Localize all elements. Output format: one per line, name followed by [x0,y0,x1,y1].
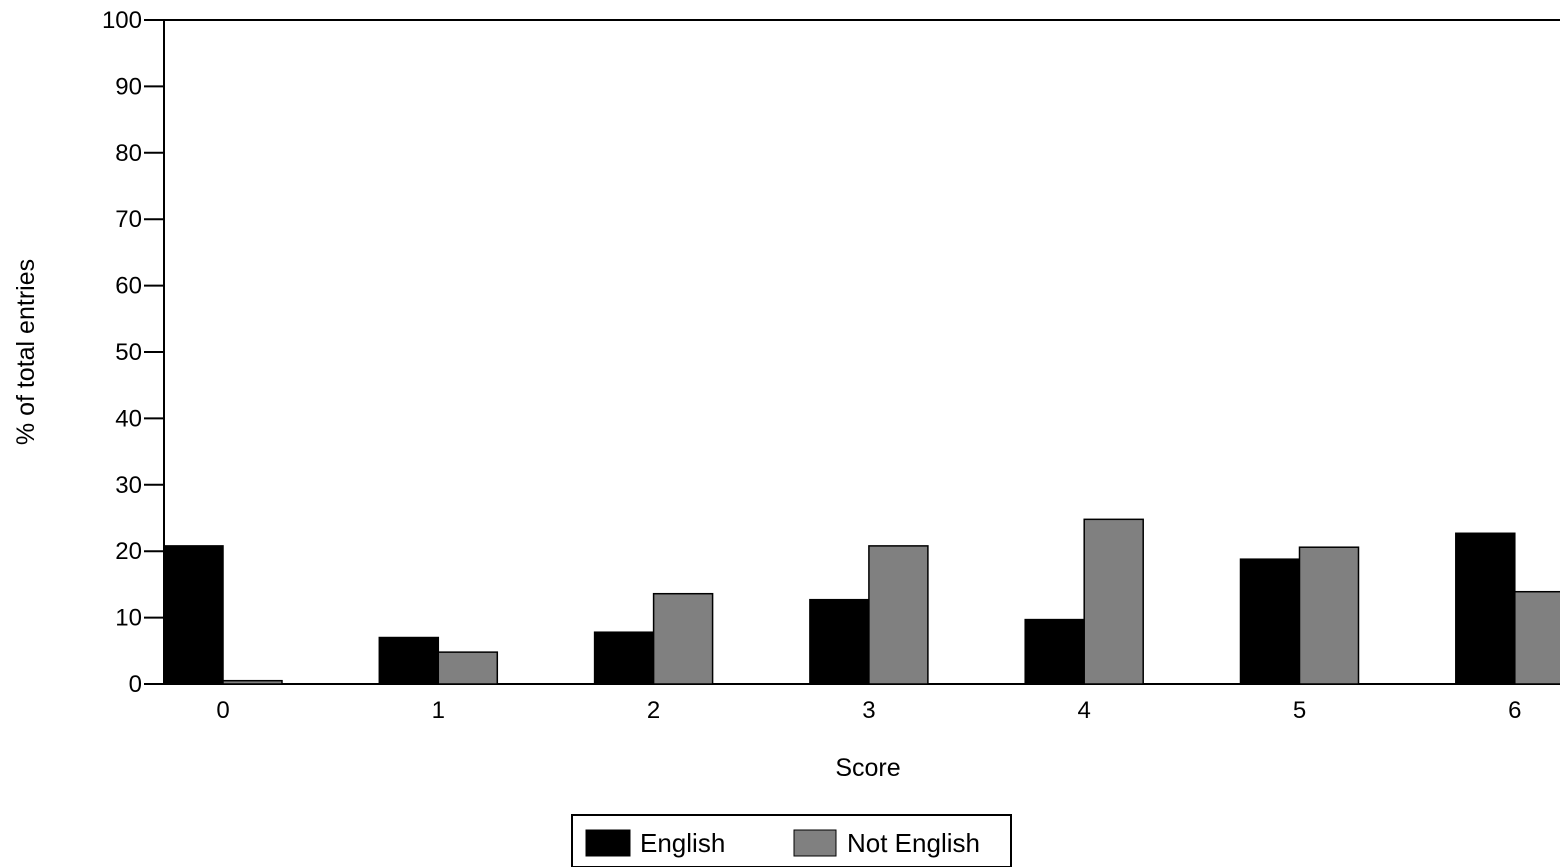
bars [163,518,1560,685]
x-axis: 0 1 2 3 4 5 6 [216,697,1521,724]
bar-english-2 [593,631,655,685]
bar-english-4 [1024,618,1085,685]
bar-english-5 [1239,558,1301,685]
legend-swatch-english [585,829,631,857]
bar-english-1 [378,636,440,685]
x-axis-title: Score [835,754,900,782]
bar-not-english-3 [868,545,929,685]
y-tick-label-10: 10 [115,605,142,632]
y-tick-label-40: 40 [115,405,142,432]
x-tick-label-2: 2 [647,697,660,724]
y-tick-label-50: 50 [115,339,142,366]
bar-english-3 [809,598,870,685]
bar-english-6 [1455,532,1516,685]
x-tick-label-6: 6 [1508,697,1521,724]
y-tick-label-60: 60 [115,273,142,300]
legend-box [571,814,1012,867]
x-tick-label-5: 5 [1293,697,1306,724]
y-axis: 0 10 20 30 40 50 60 70 80 90 100 [102,7,164,698]
x-tick-label-0: 0 [216,697,229,724]
bar-not-english-4 [1083,518,1144,685]
bar-english-0 [163,545,224,685]
y-tick-label-0: 0 [129,671,142,698]
y-tick-label-20: 20 [115,538,142,565]
bar-not-english-5 [1298,546,1360,685]
y-tick-label-80: 80 [115,140,142,167]
y-axis-title: % of total entries [12,259,40,445]
legend-swatch-not-english [793,829,837,857]
legend-label-english: English [640,828,725,858]
y-tick-label-90: 90 [115,73,142,100]
x-tick-label-4: 4 [1078,697,1091,724]
x-tick-label-3: 3 [862,697,875,724]
x-tick-label-1: 1 [432,697,445,724]
bar-not-english-0 [222,679,283,685]
legend: English Not English [571,814,1012,867]
y-tick-label-100: 100 [102,7,142,34]
bar-not-english-6 [1514,590,1560,685]
y-tick-label-70: 70 [115,206,142,233]
y-tick-label-30: 30 [115,472,142,499]
legend-label-not-english: Not English [847,828,980,858]
bar-not-english-2 [652,592,714,685]
bar-not-english-1 [437,651,499,685]
